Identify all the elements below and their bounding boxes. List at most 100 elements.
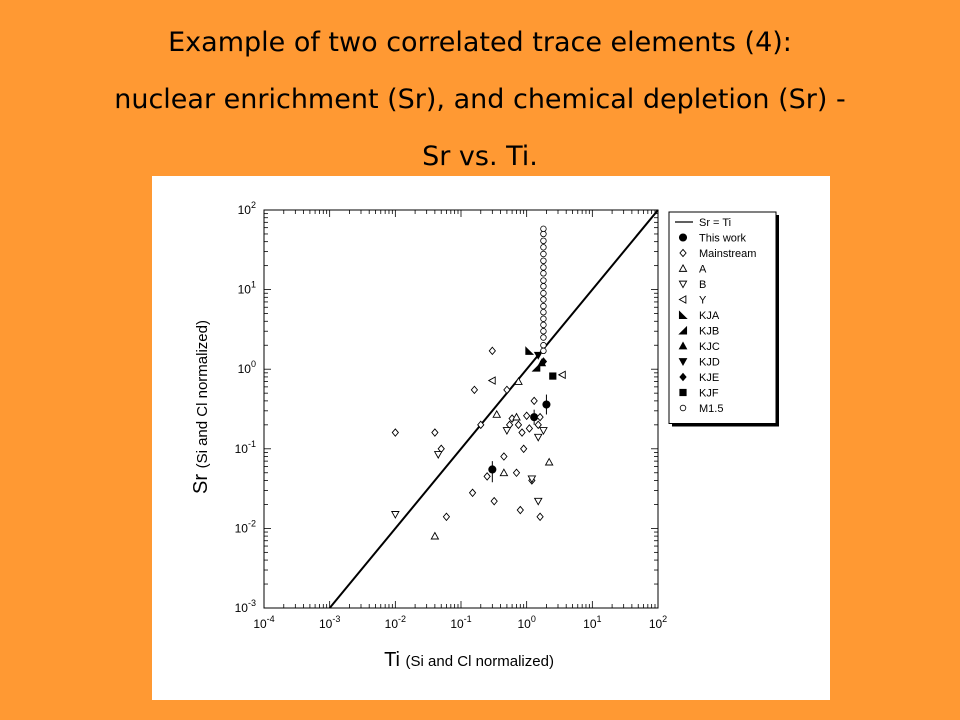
legend-label-y: Y xyxy=(699,295,707,307)
point-mainstream xyxy=(520,444,528,454)
legend-swatch-b xyxy=(678,280,688,289)
point-m1-5 xyxy=(540,244,547,251)
legend-swatch-kjb xyxy=(678,325,688,335)
point-kjf xyxy=(549,372,557,380)
x-tick-label: 101 xyxy=(583,614,601,631)
point-kjd xyxy=(533,351,543,360)
legend-label-b: B xyxy=(699,279,706,291)
point-m1-5 xyxy=(540,250,547,258)
x-tick-label: 10-3 xyxy=(319,614,340,631)
title-line-1: Example of two correlated trace elements… xyxy=(168,27,792,58)
point-kje xyxy=(539,357,548,366)
point-b xyxy=(502,427,512,435)
point-this-work xyxy=(542,400,551,409)
title-line-2: nuclear enrichment (Sr), and chemical de… xyxy=(114,84,846,115)
point-m1-5 xyxy=(540,290,547,297)
y-tick-label: 10-3 xyxy=(235,598,256,615)
x-tick-label: 10-1 xyxy=(450,614,471,631)
point-mainstream xyxy=(514,420,523,430)
point-mainstream xyxy=(500,452,508,461)
point-mainstream xyxy=(534,420,542,430)
legend-label-kja: KJA xyxy=(699,310,720,322)
legend-swatch-mainstream xyxy=(679,248,687,258)
point-m1-5 xyxy=(540,302,547,310)
point-mainstream xyxy=(530,396,538,406)
point-mainstream xyxy=(518,428,526,437)
y-tick-label: 102 xyxy=(238,200,256,217)
point-mainstream xyxy=(468,488,477,498)
point-this-work xyxy=(488,465,497,474)
x-tick-label: 100 xyxy=(517,614,535,631)
x-tick-label: 10-4 xyxy=(253,614,274,631)
point-mainstream xyxy=(536,512,544,522)
point-m1-5 xyxy=(540,277,547,284)
point-b xyxy=(390,511,400,519)
x-tick-label: 102 xyxy=(649,614,667,631)
point-m1-5 xyxy=(540,283,547,290)
legend-label-kjb: KJB xyxy=(699,326,719,338)
legend-swatch-kjf xyxy=(679,388,687,397)
x-tick-label: 10-2 xyxy=(385,614,406,631)
point-kja xyxy=(525,346,535,355)
point-m1-5 xyxy=(540,257,547,265)
x-axis-label: Ti (Si and Cl normalized) xyxy=(384,649,554,671)
chart-panel: 10-4 10-3 10-2 10-1 100 101 102 10-3 10-2 10-1 100… xyxy=(152,176,830,700)
point-mainstream xyxy=(536,412,544,422)
legend-swatch-m1-5 xyxy=(679,404,687,412)
point-m1-5 xyxy=(540,321,547,329)
legend-label-a: A xyxy=(699,264,707,276)
legend-label-kjc: KJC xyxy=(699,341,720,353)
point-a xyxy=(499,468,509,477)
reference-line-sr-eq-ti xyxy=(328,209,659,609)
point-m1-5 xyxy=(540,315,547,322)
point-a xyxy=(544,457,554,466)
legend-label-kje: KJE xyxy=(699,372,719,384)
legend-box xyxy=(668,211,777,424)
legend-label-mainstream: Mainstream xyxy=(699,248,756,260)
point-mainstream xyxy=(512,468,521,478)
point-m1-5 xyxy=(540,347,547,355)
point-a xyxy=(514,377,523,385)
point-mainstream xyxy=(523,411,531,421)
y-axis-label: Sr (Si and Cl normalized) xyxy=(190,320,212,494)
title-line-3: Sr vs. Ti. xyxy=(422,141,538,172)
legend-swatch-kjd xyxy=(678,358,688,367)
y-tick-label: 100 xyxy=(238,359,256,376)
point-b xyxy=(433,451,443,459)
slide-title: Example of two correlated trace elements… xyxy=(0,14,960,185)
point-mainstream xyxy=(488,346,496,356)
legend-label-kjd: KJD xyxy=(699,357,720,369)
scatter-chart: 10-4 10-3 10-2 10-1 100 101 10210-310-210-1100… xyxy=(190,200,779,671)
point-a xyxy=(430,531,440,540)
point-m1-5 xyxy=(540,296,547,303)
y-tick-label: 10-1 xyxy=(235,439,256,456)
point-a xyxy=(492,409,502,418)
legend-swatch-a xyxy=(678,263,688,272)
legend-label-m1-5: M1.5 xyxy=(699,403,723,415)
legend-swatch-kjc xyxy=(678,341,688,350)
point-mainstream xyxy=(516,505,524,515)
point-y xyxy=(557,370,566,380)
point-y xyxy=(487,376,496,385)
point-mainstream xyxy=(442,512,451,522)
y-tick-label: 10-2 xyxy=(235,518,256,535)
legend-swatch-this-work xyxy=(678,233,688,242)
legend-swatch-kje xyxy=(679,372,687,382)
point-m1-5 xyxy=(540,237,547,245)
point-m1-5 xyxy=(540,225,547,233)
point-m1-5 xyxy=(540,328,547,335)
point-b xyxy=(539,427,548,435)
point-mainstream xyxy=(477,420,485,430)
point-mainstream xyxy=(431,428,439,437)
point-b xyxy=(533,433,543,442)
point-b xyxy=(527,475,537,484)
point-mainstream xyxy=(391,428,399,437)
point-mainstream xyxy=(503,385,511,395)
legend-label-sr-ti: Sr = Ti xyxy=(699,217,731,229)
point-m1-5 xyxy=(540,309,547,316)
point-a xyxy=(512,412,521,421)
point-m1-5 xyxy=(540,342,547,349)
point-m1-5 xyxy=(540,264,547,271)
legend-swatch-kja xyxy=(678,310,688,320)
point-m1-5 xyxy=(540,270,547,277)
